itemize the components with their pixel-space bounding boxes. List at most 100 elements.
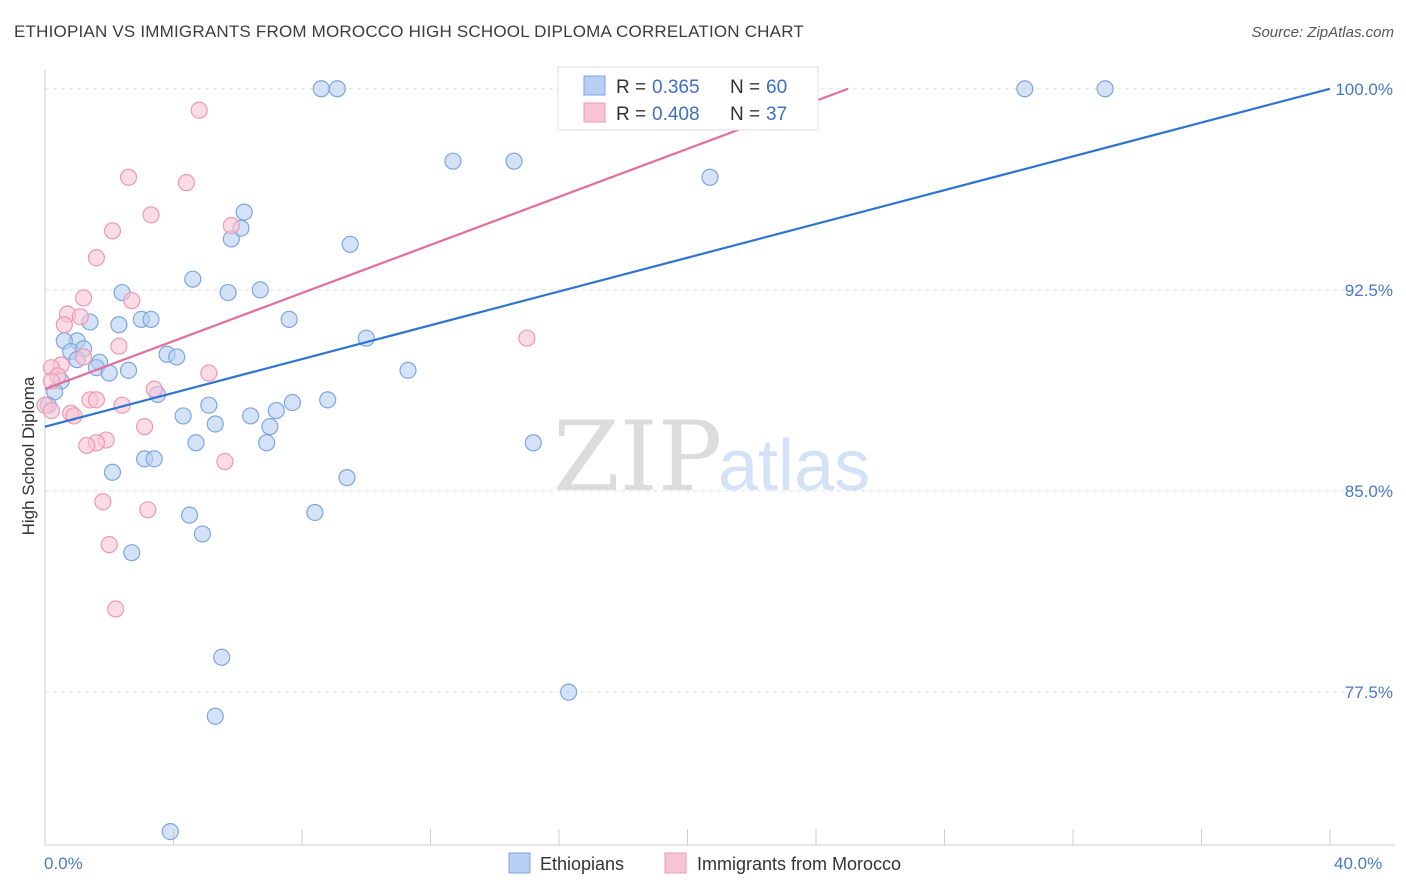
ethiopians-point xyxy=(123,544,141,562)
watermark-atlas: atlas xyxy=(718,426,870,506)
legend-r-label-morocco: R = xyxy=(616,104,646,125)
legend-r-label-ethiopians: R = xyxy=(616,77,646,98)
ethiopians-point xyxy=(213,648,231,666)
ethiopians-point xyxy=(399,361,417,379)
ethiopians-point xyxy=(341,235,359,253)
morocco-point xyxy=(216,452,234,471)
morocco-point xyxy=(177,174,195,192)
x-ticks xyxy=(44,829,1331,845)
y-tick-labels: 100.0% 92.5% 85.0% 77.5% xyxy=(1335,80,1393,702)
morocco-point xyxy=(110,337,128,355)
ethiopians-point xyxy=(187,434,205,452)
source-label: Source: ZipAtlas.com xyxy=(1251,24,1394,41)
legend-swatch-ethiopians xyxy=(583,75,606,96)
morocco-point xyxy=(42,401,61,420)
ethiopians-point xyxy=(258,434,276,452)
x-tick-label-max: 40.0% xyxy=(1334,854,1382,873)
morocco-point xyxy=(94,493,112,511)
morocco-point xyxy=(100,536,118,554)
morocco-point xyxy=(87,391,106,409)
morocco-point xyxy=(139,501,157,519)
legend-n-label-ethiopians: N = xyxy=(730,77,760,98)
ethiopians-point xyxy=(180,506,199,524)
y-axis-label: High School Diploma xyxy=(19,376,38,535)
morocco-point xyxy=(145,380,163,398)
ethiopians-point xyxy=(184,270,202,288)
morocco-point xyxy=(74,289,93,307)
ethiopians-point xyxy=(1016,80,1034,98)
ethiopians-point xyxy=(560,683,578,701)
morocco-point xyxy=(103,222,122,240)
morocco-point xyxy=(71,308,89,326)
ethiopians-point xyxy=(174,407,192,425)
morocco-point xyxy=(190,101,208,119)
morocco-point xyxy=(55,316,73,334)
morocco-point xyxy=(142,206,160,224)
ethiopians-point xyxy=(267,401,285,420)
bottom-legend-swatch-ethiopians xyxy=(508,852,531,874)
ethiopians-point xyxy=(306,503,324,522)
morocco-point xyxy=(74,348,93,366)
ethiopians-point xyxy=(145,450,163,468)
ethiopians-point xyxy=(103,463,122,481)
morocco-point xyxy=(135,418,154,436)
morocco-point xyxy=(87,249,106,267)
trend-lines xyxy=(44,87,1331,428)
ethiopians-point xyxy=(219,283,237,302)
morocco-point xyxy=(107,600,125,618)
morocco-point xyxy=(78,436,96,455)
legend-swatch-morocco xyxy=(583,102,606,123)
ethiopians-point xyxy=(312,80,330,98)
ethiopians-point xyxy=(200,396,218,414)
ethiopians-point xyxy=(283,393,301,412)
grid-lines xyxy=(45,88,1395,693)
legend-n-value-morocco: 37 xyxy=(766,104,787,125)
morocco-point xyxy=(518,329,536,347)
morocco-point xyxy=(222,216,240,235)
legend-r-value-morocco: 0.408 xyxy=(652,104,700,125)
ethiopians-point xyxy=(251,281,269,299)
ethiopians-point xyxy=(1096,80,1114,98)
ethiopians-point xyxy=(119,361,138,379)
bottom-legend-morocco: Immigrants from Morocco xyxy=(697,854,901,874)
correlation-legend: R = 0.365 N = 60 R = 0.408 N = 37 xyxy=(557,66,819,131)
y-tick-label: 85.0% xyxy=(1345,482,1393,501)
ethiopians-point xyxy=(168,348,186,366)
morocco-points xyxy=(36,101,536,618)
ethiopians-point xyxy=(338,469,356,487)
ethiopians-trend-line xyxy=(44,87,1331,428)
series-legend: Ethiopians Immigrants from Morocco xyxy=(508,852,901,874)
ethiopians-point xyxy=(161,822,179,841)
ethiopians-point xyxy=(701,168,719,186)
bottom-legend-ethiopians: Ethiopians xyxy=(540,854,624,874)
ethiopians-point xyxy=(444,152,462,170)
legend-n-label-morocco: N = xyxy=(730,104,760,125)
y-tick-label: 92.5% xyxy=(1345,281,1393,300)
ethiopians-point xyxy=(242,407,260,425)
watermark-zip: ZIP xyxy=(553,401,722,513)
ethiopians-point xyxy=(319,391,337,409)
bottom-legend-swatch-morocco xyxy=(664,852,687,874)
legend-n-value-ethiopians: 60 xyxy=(766,77,787,98)
ethiopians-point xyxy=(280,310,298,328)
morocco-point xyxy=(200,364,218,382)
ethiopians-point xyxy=(235,203,253,221)
y-tick-label: 100.0% xyxy=(1335,80,1393,99)
ethiopians-point xyxy=(505,152,523,170)
ethiopians-point xyxy=(193,525,212,543)
ethiopians-point xyxy=(142,310,160,328)
morocco-trend-line xyxy=(44,87,849,391)
morocco-point xyxy=(119,168,138,186)
ethiopians-point xyxy=(110,316,128,334)
ethiopians-point xyxy=(206,707,224,725)
x-tick-label-min: 0.0% xyxy=(44,854,83,873)
y-tick-label: 77.5% xyxy=(1345,683,1393,702)
ethiopians-point xyxy=(524,434,542,452)
morocco-point xyxy=(123,292,141,310)
legend-r-value-ethiopians: 0.365 xyxy=(652,77,700,98)
chart-title: ETHIOPIAN VS IMMIGRANTS FROM MOROCCO HIG… xyxy=(14,22,804,41)
ethiopians-point xyxy=(206,415,224,433)
ethiopians-point xyxy=(261,418,279,436)
ethiopians-point xyxy=(328,80,346,98)
